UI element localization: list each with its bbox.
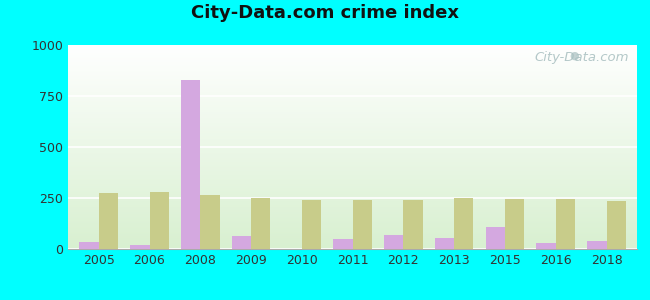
Text: City-Data.com: City-Data.com: [534, 51, 629, 64]
Bar: [333, 239, 352, 249]
Bar: [181, 80, 200, 249]
Bar: [302, 200, 321, 249]
Bar: [99, 193, 118, 249]
Bar: [79, 242, 99, 249]
Bar: [486, 226, 505, 249]
Bar: [130, 245, 150, 249]
Bar: [454, 198, 473, 249]
Text: City-Data.com crime index: City-Data.com crime index: [191, 4, 459, 22]
Bar: [404, 200, 422, 249]
Bar: [435, 238, 454, 249]
Bar: [200, 195, 220, 249]
Bar: [251, 198, 270, 249]
Bar: [587, 241, 606, 249]
Bar: [505, 199, 525, 249]
Text: ●: ●: [569, 51, 579, 61]
Bar: [150, 192, 169, 249]
Bar: [384, 235, 404, 249]
Bar: [536, 243, 556, 249]
Bar: [606, 201, 626, 249]
Bar: [352, 200, 372, 249]
Bar: [556, 199, 575, 249]
Bar: [232, 236, 251, 249]
